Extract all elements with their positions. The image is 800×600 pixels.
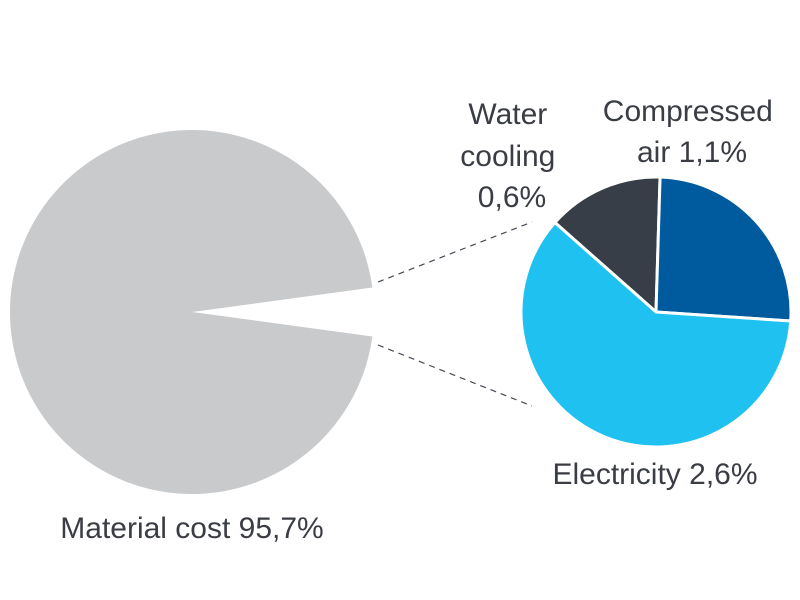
slice-water-cooling [553, 175, 662, 314]
leader-lines [377, 221, 533, 407]
leader-line-top [377, 221, 533, 283]
compressed-air-label: Compressed air 1,1% [603, 95, 781, 169]
material-cost-label: Material cost 95,7% [60, 512, 323, 545]
slice-compressed-air [654, 175, 793, 323]
detail-pie [519, 175, 793, 449]
water-cooling-label: Water cooling 0,6% [460, 98, 563, 214]
main-pie [9, 129, 373, 495]
slice-material-cost [9, 129, 373, 495]
electricity-label: Electricity 2,6% [552, 458, 757, 491]
leader-line-bottom [377, 344, 533, 407]
slice-electricity [519, 221, 793, 449]
